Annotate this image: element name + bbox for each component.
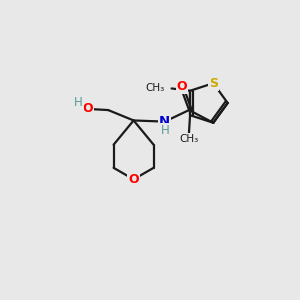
Text: O: O xyxy=(177,80,188,92)
Text: H: H xyxy=(74,96,83,109)
Text: S: S xyxy=(209,77,218,90)
Text: CH₃: CH₃ xyxy=(179,134,199,144)
Text: O: O xyxy=(128,173,139,186)
Text: N: N xyxy=(159,115,170,128)
Text: O: O xyxy=(82,102,93,116)
Text: H: H xyxy=(160,124,169,137)
Text: CH₃: CH₃ xyxy=(145,83,164,94)
